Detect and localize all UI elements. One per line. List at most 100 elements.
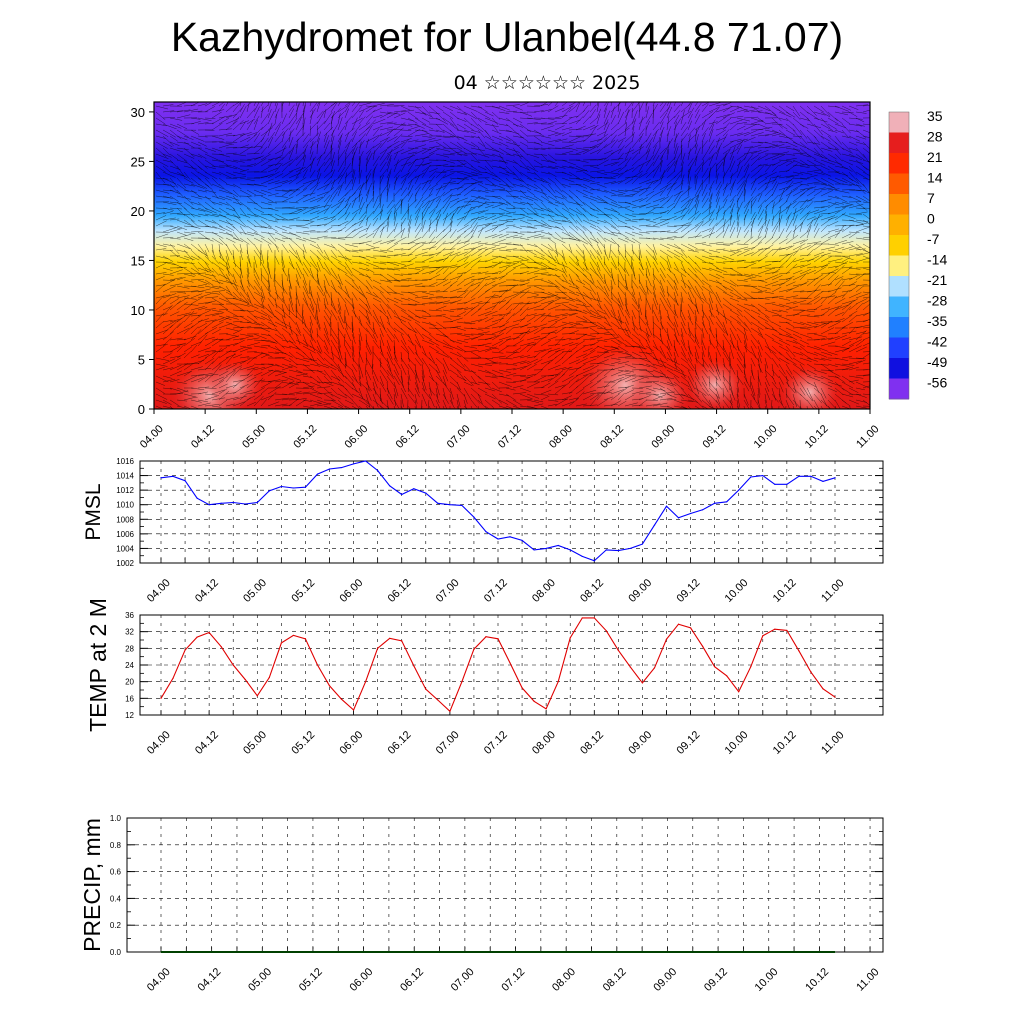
data-point bbox=[256, 501, 258, 504]
colorbar-label: 28 bbox=[927, 129, 943, 145]
data-point bbox=[702, 509, 704, 511]
x-tick-label: 06.00 bbox=[337, 577, 365, 605]
y-tick-label: 1014 bbox=[116, 472, 134, 481]
data-point bbox=[160, 697, 162, 699]
data-point bbox=[786, 629, 788, 632]
data-point bbox=[774, 483, 776, 485]
data-point bbox=[196, 636, 198, 638]
data-point bbox=[521, 539, 523, 542]
data-point bbox=[232, 501, 234, 504]
data-point bbox=[280, 642, 282, 644]
colorbar-swatch bbox=[889, 173, 909, 195]
y-tick-label: 0.6 bbox=[110, 868, 122, 877]
data-point bbox=[292, 487, 294, 489]
data-point bbox=[220, 502, 222, 504]
x-tick-label: 06.00 bbox=[347, 966, 375, 994]
x-tick-label: 09.00 bbox=[649, 423, 677, 451]
x-tick-label: 09.12 bbox=[702, 966, 730, 994]
warm-core bbox=[630, 368, 690, 409]
colorbar-swatch bbox=[889, 255, 909, 277]
data-point bbox=[340, 466, 343, 469]
data-point bbox=[702, 645, 704, 647]
colorbar-swatch bbox=[889, 194, 909, 215]
y-tick-label: 32 bbox=[125, 628, 134, 637]
y-tick-label: 0.0 bbox=[110, 948, 122, 957]
data-point bbox=[533, 549, 535, 551]
data-point bbox=[677, 623, 680, 625]
data-point bbox=[316, 473, 319, 475]
data-point bbox=[509, 536, 511, 538]
data-point bbox=[449, 710, 451, 712]
x-tick-label: 04.12 bbox=[193, 729, 221, 757]
warm-core bbox=[207, 359, 263, 409]
data-point bbox=[689, 627, 692, 629]
data-point bbox=[593, 560, 595, 562]
x-tick-label: 10.00 bbox=[752, 423, 780, 451]
x-tick-label: 09.12 bbox=[674, 577, 702, 605]
colorbar-swatch bbox=[889, 317, 909, 338]
y-tick-label: 1016 bbox=[116, 457, 134, 466]
y-tick-label: 30 bbox=[131, 105, 145, 120]
colorbar-label: -21 bbox=[927, 272, 947, 288]
wind-vectors bbox=[155, 102, 870, 409]
data-point bbox=[220, 646, 222, 648]
data-point bbox=[665, 638, 668, 640]
chart-title: Kazhydromet for Ulanbel(44.8 71.07) bbox=[170, 14, 844, 60]
data-point bbox=[268, 676, 270, 679]
data-point bbox=[328, 468, 331, 470]
colorbar-swatch bbox=[889, 358, 909, 379]
data-point bbox=[617, 550, 619, 552]
y-tick-label: 16 bbox=[125, 694, 134, 703]
data-point bbox=[389, 485, 391, 487]
y-tick-label: 1008 bbox=[116, 515, 134, 524]
data-point bbox=[328, 685, 331, 687]
data-point bbox=[834, 951, 836, 953]
x-tick-label: 06.00 bbox=[337, 729, 365, 757]
colorbar-label: -14 bbox=[927, 252, 947, 268]
x-tick-label: 05.12 bbox=[289, 729, 317, 757]
y-tick-label: 1004 bbox=[116, 544, 134, 553]
colorbar-label: 21 bbox=[927, 149, 943, 165]
x-tick-label: 08.00 bbox=[530, 577, 558, 605]
data-point bbox=[461, 504, 463, 507]
data-point bbox=[750, 666, 752, 668]
x-tick-label: 04.00 bbox=[145, 729, 173, 757]
y-tick-label: 20 bbox=[125, 678, 134, 687]
data-point bbox=[172, 677, 174, 679]
x-tick-label: 10.12 bbox=[771, 577, 799, 605]
y-axis-label: PRECIP, mm bbox=[79, 818, 105, 952]
data-point bbox=[726, 675, 728, 677]
x-tick-label: 08.00 bbox=[530, 729, 558, 757]
y-tick-label: 15 bbox=[131, 253, 145, 268]
data-point bbox=[738, 691, 740, 693]
x-tick-label: 08.12 bbox=[578, 729, 606, 757]
data-point bbox=[449, 504, 451, 506]
x-tick-label: 04.12 bbox=[193, 577, 221, 605]
y-tick-label: 1006 bbox=[116, 530, 134, 539]
plot-frame bbox=[139, 460, 884, 564]
y-tick-label: 0.8 bbox=[110, 841, 122, 850]
x-tick-label: 10.00 bbox=[753, 966, 781, 994]
data-point bbox=[677, 517, 680, 519]
colorbar-label: -35 bbox=[927, 313, 947, 329]
x-tick-label: 07.12 bbox=[482, 577, 510, 605]
x-tick-label: 04.00 bbox=[138, 423, 166, 451]
data-point bbox=[822, 688, 824, 690]
colorbar-swatch bbox=[889, 378, 909, 400]
x-tick-label: 08.12 bbox=[601, 966, 629, 994]
data-point bbox=[714, 666, 716, 668]
data-point bbox=[196, 497, 198, 499]
data-point bbox=[160, 951, 162, 953]
data-point bbox=[569, 637, 571, 639]
data-point bbox=[762, 474, 764, 477]
y-tick-label: 12 bbox=[125, 711, 134, 720]
x-tick-label: 07.00 bbox=[434, 729, 462, 757]
x-tick-label: 04.12 bbox=[196, 966, 224, 994]
x-tick-label: 05.12 bbox=[291, 423, 319, 451]
data-point bbox=[377, 469, 379, 472]
data-point bbox=[316, 664, 319, 666]
x-tick-label: 10.12 bbox=[803, 966, 831, 994]
x-tick-label: 04.00 bbox=[145, 577, 173, 605]
x-tick-label: 11.00 bbox=[854, 423, 881, 450]
